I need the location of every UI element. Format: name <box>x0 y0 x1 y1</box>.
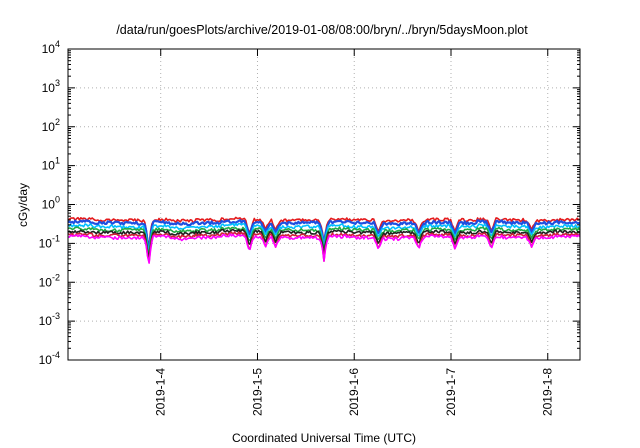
x-tick-label: 2019-1-5 <box>250 368 264 416</box>
y-tick-label-base: 10 <box>39 275 53 289</box>
y-tick-label-exponent: 4 <box>55 39 60 49</box>
tick-marks <box>68 48 580 361</box>
y-tick-label-base: 10 <box>39 314 53 328</box>
x-axis-label: Coordinated Universal Time (UTC) <box>232 431 416 445</box>
y-tick-label-base: 10 <box>42 159 56 173</box>
y-tick-label-exponent: -1 <box>52 233 60 243</box>
y-axis-label: cGy/day <box>16 183 30 227</box>
y-tick-label-exponent: -4 <box>52 350 60 360</box>
y-tick-label-base: 10 <box>42 120 56 134</box>
y-tick-label: 10-3 <box>39 311 60 328</box>
chart-title: /data/run/goesPlots/archive/2019-01-08/0… <box>116 23 528 37</box>
y-tick-label: 101 <box>42 156 60 173</box>
y-tick-label-exponent: 0 <box>55 195 60 205</box>
series-line <box>67 233 581 264</box>
y-tick-label-base: 10 <box>39 353 53 367</box>
y-tick-label: 10-2 <box>39 272 60 289</box>
x-tick-labels: 2019-1-4 2019-1-5 2019-1-6 2019-1-7 2019-1-8 <box>154 368 555 416</box>
y-tick-label-base: 10 <box>42 198 56 212</box>
x-tick-label: 2019-1-6 <box>347 368 361 416</box>
x-tick-label: 2019-1-7 <box>444 368 458 416</box>
y-tick-label: 104 <box>42 39 60 56</box>
y-tick-label: 10-1 <box>39 233 60 250</box>
y-tick-label: 100 <box>42 195 60 212</box>
y-tick-label-exponent: -3 <box>52 311 60 321</box>
y-tick-label: 10-4 <box>39 350 60 367</box>
y-tick-label-exponent: -2 <box>52 272 60 282</box>
y-tick-label-base: 10 <box>42 42 56 56</box>
y-tick-label: 103 <box>42 78 60 95</box>
y-tick-label: 102 <box>42 117 60 134</box>
x-tick-label: 2019-1-8 <box>541 368 555 416</box>
y-tick-label-exponent: 1 <box>55 156 60 166</box>
x-tick-label: 2019-1-4 <box>154 368 168 416</box>
y-tick-label-exponent: 3 <box>55 78 60 88</box>
series-layer <box>67 216 581 264</box>
y-tick-label-exponent: 2 <box>55 117 60 127</box>
y-tick-label-base: 10 <box>42 81 56 95</box>
y-tick-label-base: 10 <box>39 236 53 250</box>
grid <box>68 49 580 360</box>
